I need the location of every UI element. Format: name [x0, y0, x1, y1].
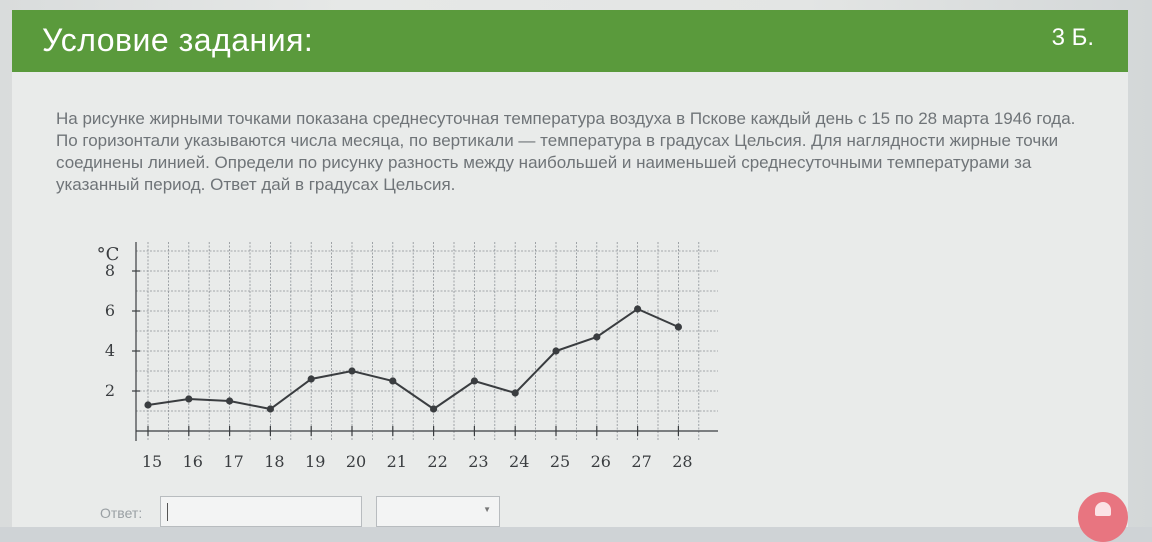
data-point	[552, 347, 560, 355]
data-point	[226, 397, 234, 405]
x-tick-label: 18	[264, 452, 284, 471]
data-point	[185, 395, 193, 403]
x-tick-label: 16	[183, 452, 203, 471]
data-point	[674, 323, 683, 331]
data-point	[634, 305, 642, 313]
task-content	[12, 72, 1128, 527]
bell-icon	[1095, 502, 1111, 516]
unit-select[interactable]: ▼	[376, 496, 500, 527]
y-tick-label: 6	[105, 301, 115, 320]
x-tick-label: 25	[550, 452, 570, 471]
x-tick-label: 20	[346, 452, 366, 471]
y-axis-label: °C	[97, 244, 120, 265]
x-tick-label: 24	[509, 452, 529, 471]
temperature-chart: 2 4 6 8 °C 15 16 17 18 19 20 21 22 23 24 25 26 27 28	[88, 236, 728, 476]
data-point	[389, 377, 397, 385]
x-tick-label: 27	[631, 452, 651, 471]
x-tick-label: 19	[305, 452, 325, 471]
x-tick-label: 22	[427, 452, 447, 471]
data-point	[348, 367, 356, 375]
task-points: 3 Б.	[1051, 24, 1094, 51]
data-point	[266, 405, 274, 413]
x-tick-label: 28	[672, 452, 692, 471]
data-point	[511, 389, 519, 397]
task-title: Условие задания:	[42, 22, 314, 58]
data-point	[307, 375, 315, 383]
x-tick-label: 21	[387, 452, 407, 471]
series-line	[147, 307, 679, 411]
data-point	[593, 333, 601, 341]
chevron-down-icon: ▼	[483, 505, 491, 514]
task-header: Условие задания: 3 Б.	[12, 10, 1128, 72]
x-tick-label: 17	[223, 452, 243, 471]
corner-action-button[interactable]	[1078, 492, 1128, 542]
y-tick-label: 8	[105, 261, 115, 280]
task-text: На рисунке жирными точками показана сред…	[56, 109, 1076, 194]
data-point	[470, 377, 478, 385]
answer-label: Ответ:	[100, 505, 143, 521]
x-tick-label: 23	[468, 452, 488, 471]
data-point	[430, 405, 438, 413]
x-tick-label: 15	[142, 452, 162, 471]
text-caret	[167, 503, 168, 521]
x-tick-label: 26	[591, 452, 611, 471]
y-tick-label: 4	[105, 341, 115, 360]
answer-input[interactable]	[160, 496, 362, 527]
data-point	[144, 401, 152, 409]
y-tick-label: 2	[105, 381, 115, 400]
